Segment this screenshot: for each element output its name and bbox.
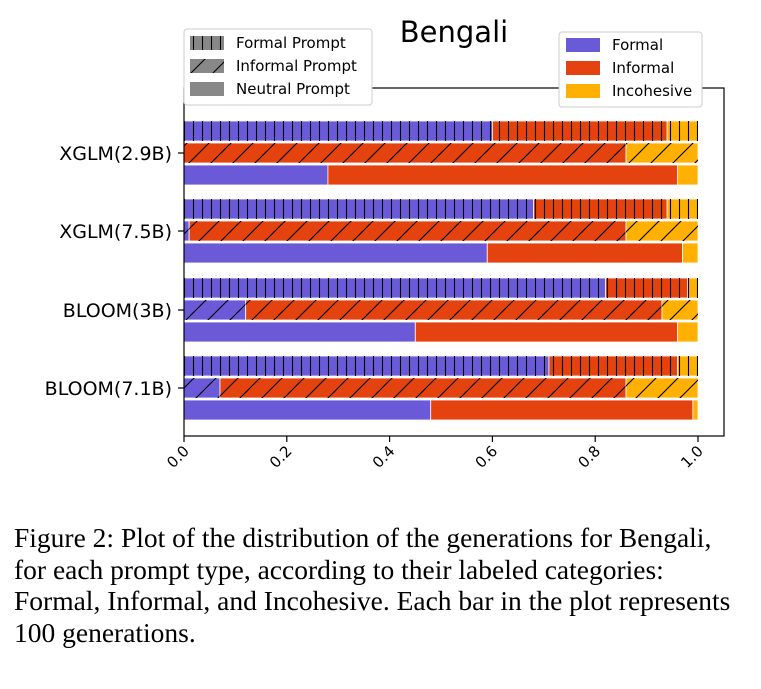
bar-hatch: [687, 278, 698, 298]
bar-hatch: [245, 300, 663, 320]
y-axis: XGLM(2.9B) XGLM(7.5B) BLOOM(3B) BLOOM(7.1B): [45, 143, 184, 400]
x-axis: 0.0 0.2 0.4 0.6 0.8 1.0: [163, 436, 707, 472]
legend-label: Formal Prompt: [236, 34, 346, 52]
bar-segment: [682, 242, 699, 264]
legend-box: [183, 28, 373, 106]
bar-segment: [327, 164, 678, 186]
legend-label: Informal: [612, 59, 674, 77]
x-tick-label: 0.0: [163, 442, 193, 472]
y-tick-label: BLOOM(3B): [63, 300, 172, 322]
figure-caption: Figure 2: Plot of the distribution of th…: [14, 522, 731, 648]
legend-label-categories: Formal Informal Incohesive: [558, 31, 703, 108]
x-tick-label: 1.0: [677, 442, 707, 472]
x-tick-label: 0.4: [369, 442, 399, 472]
bar-segment: [430, 399, 694, 421]
bar-segment: [692, 399, 699, 421]
bar-hatch: [662, 300, 698, 320]
bar-hatch: [189, 221, 627, 241]
plot-frame: [183, 87, 725, 437]
bar-hatch: [184, 121, 493, 141]
bar-segment: [677, 164, 699, 186]
legend-swatch: [190, 82, 224, 96]
bar-hatch: [605, 278, 688, 298]
bar-hatch: [184, 143, 627, 163]
x-tick-label: 0.6: [472, 442, 502, 472]
bar-segment: [183, 242, 488, 264]
bar-segment: [677, 321, 699, 343]
bar-hatch: [184, 199, 534, 219]
bar-hatch: [492, 121, 668, 141]
bar-hatch: [667, 199, 698, 219]
bar-hatch: [548, 356, 678, 376]
legend-swatch-hatch: [190, 59, 224, 73]
y-tick-label: XGLM(2.9B): [59, 143, 172, 165]
legend-prompt-types: Formal Prompt Informal Prompt Neutral Prom…: [183, 28, 373, 106]
legend-swatch: [566, 38, 600, 52]
bar-hatch: [626, 221, 698, 241]
x-tick-label: 0.8: [574, 442, 604, 472]
bar-segment: [486, 242, 683, 264]
bar-hatch: [677, 356, 698, 376]
legend-label: Neutral Prompt: [236, 80, 350, 98]
bar-segment: [183, 399, 432, 421]
chart-title: Bengali: [400, 15, 508, 49]
y-tick-label: XGLM(7.5B): [59, 221, 172, 243]
legend-label: Informal Prompt: [236, 57, 357, 75]
legend-swatch-hatch: [190, 36, 224, 50]
legend-label: Formal: [612, 36, 663, 54]
bar-hatch: [184, 278, 606, 298]
legend-swatch: [566, 61, 600, 75]
bar-segment: [183, 321, 416, 343]
bar-hatch: [626, 378, 698, 398]
bar-hatch: [667, 121, 698, 141]
bar-hatch: [533, 199, 668, 219]
bar-hatch: [219, 378, 627, 398]
y-tick-label: BLOOM(7.1B): [45, 378, 172, 400]
bar-hatch: [184, 300, 246, 320]
bars-layer: [183, 120, 699, 421]
legend-label: Incohesive: [612, 82, 692, 100]
bar-hatch: [184, 221, 190, 241]
bar-hatch: [184, 378, 220, 398]
bar-hatch: [184, 356, 549, 376]
legend-swatch: [566, 84, 600, 98]
chart: Bengali XGLM(2.9B) XGLM(7.5B) BLOOM(3B) BLO…: [45, 15, 725, 472]
bar-hatch: [626, 143, 698, 163]
bar-segment: [414, 321, 678, 343]
bar-segment: [183, 164, 329, 186]
x-tick-label: 0.2: [266, 442, 296, 472]
